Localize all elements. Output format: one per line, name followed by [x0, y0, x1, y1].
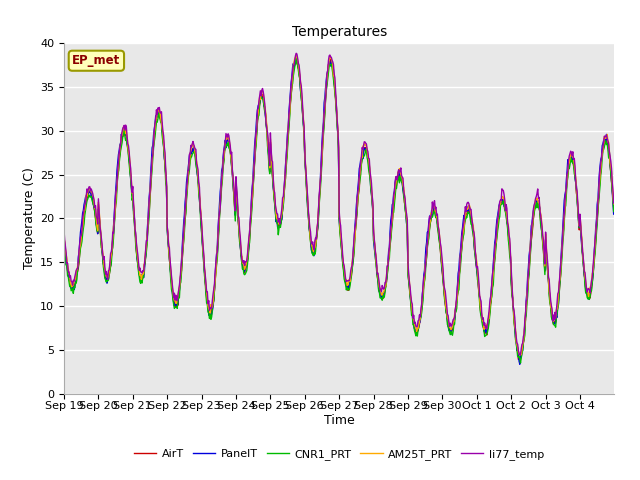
li77_temp [226, 138, 234, 144]
PanelT [60, 234, 68, 240]
Y-axis label: Temperature (C): Temperature (C) [23, 168, 36, 269]
PanelT [125, 151, 132, 156]
AirT [253, 129, 260, 134]
AirT [60, 235, 68, 241]
Line: PanelT: PanelT [64, 60, 614, 364]
PanelT [253, 114, 260, 120]
li77_temp [427, 213, 435, 219]
li77_temp [610, 200, 618, 206]
li77_temp [516, 352, 524, 358]
X-axis label: Time: Time [324, 414, 355, 427]
AM25T_PRT [427, 210, 435, 216]
CNR1_PRT [60, 239, 68, 245]
Legend: AirT, PanelT, CNR1_PRT, AM25T_PRT, li77_temp: AirT, PanelT, CNR1_PRT, AM25T_PRT, li77_… [130, 444, 548, 465]
CNR1_PRT [427, 217, 435, 223]
CNR1_PRT [253, 132, 260, 137]
AirT [125, 148, 132, 154]
PanelT [292, 57, 300, 62]
PanelT [396, 172, 404, 178]
CNR1_PRT [125, 153, 132, 159]
li77_temp [274, 211, 282, 217]
li77_temp [125, 143, 132, 149]
AM25T_PRT [125, 150, 132, 156]
AirT [226, 142, 234, 148]
PanelT [610, 211, 618, 217]
AirT [274, 221, 282, 227]
Text: EP_met: EP_met [72, 54, 120, 67]
AM25T_PRT [226, 140, 234, 145]
AirT [516, 357, 524, 362]
AM25T_PRT [292, 53, 300, 59]
AirT [292, 57, 300, 62]
li77_temp [292, 50, 300, 56]
AirT [610, 205, 618, 211]
li77_temp [396, 168, 404, 174]
AM25T_PRT [60, 235, 68, 241]
AM25T_PRT [516, 352, 524, 358]
CNR1_PRT [292, 55, 300, 60]
Title: Temperatures: Temperatures [292, 25, 387, 39]
Line: AM25T_PRT: AM25T_PRT [64, 56, 614, 355]
CNR1_PRT [610, 209, 618, 215]
PanelT [516, 361, 524, 367]
CNR1_PRT [516, 360, 524, 366]
AM25T_PRT [253, 122, 260, 128]
Line: AirT: AirT [64, 60, 614, 360]
CNR1_PRT [396, 173, 404, 179]
AM25T_PRT [610, 201, 618, 206]
AirT [396, 170, 404, 176]
Line: li77_temp: li77_temp [64, 53, 614, 355]
AM25T_PRT [274, 216, 282, 222]
AM25T_PRT [396, 169, 404, 175]
AirT [427, 216, 435, 222]
CNR1_PRT [274, 221, 282, 227]
PanelT [226, 146, 234, 152]
Line: CNR1_PRT: CNR1_PRT [64, 58, 614, 363]
PanelT [427, 213, 435, 219]
li77_temp [60, 227, 68, 233]
li77_temp [253, 125, 260, 131]
PanelT [274, 224, 282, 230]
CNR1_PRT [226, 146, 234, 152]
